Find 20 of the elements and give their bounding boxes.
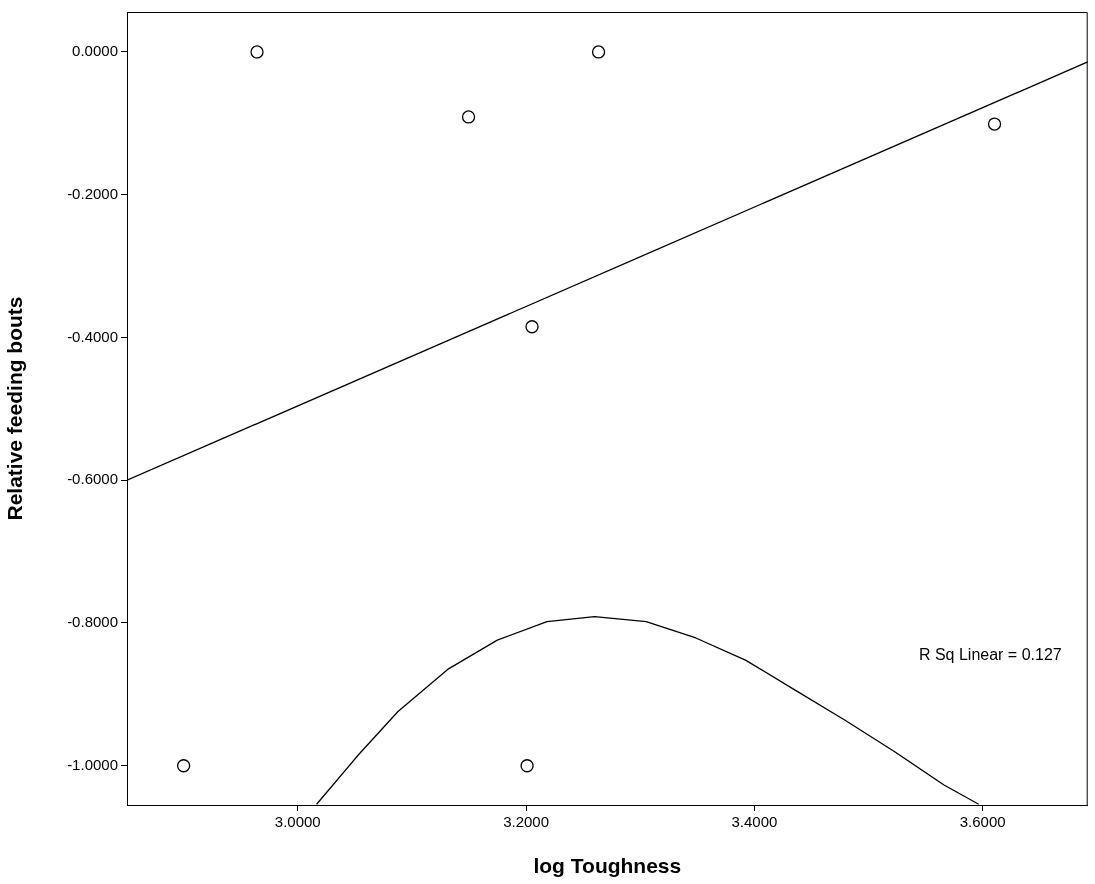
y-tick-label: 0.0000 <box>72 42 118 60</box>
point <box>520 759 534 773</box>
point <box>176 759 191 773</box>
y-tick-label: -0.8000 <box>67 613 118 631</box>
x-axis-title: log Toughness <box>533 854 682 878</box>
point <box>525 320 539 334</box>
y-tick-label: -0.6000 <box>67 470 118 488</box>
y-tick-label: -0.2000 <box>67 184 118 202</box>
y-tick-label: -1.0000 <box>67 755 118 773</box>
point <box>461 110 476 124</box>
point <box>591 45 606 59</box>
point <box>987 117 1002 131</box>
x-tick-label: 3.0000 <box>274 813 321 831</box>
y-tick-label: -0.4000 <box>67 327 118 345</box>
x-tick-label: 3.4000 <box>731 813 778 831</box>
x-tick-label: 3.6000 <box>959 813 1006 831</box>
annotation: R Sq Linear = 0.127 <box>918 645 1062 663</box>
x-tick-label: 3.2000 <box>503 813 550 831</box>
y-axis-title: Relative feeding bouts <box>3 296 27 521</box>
point <box>250 45 264 59</box>
